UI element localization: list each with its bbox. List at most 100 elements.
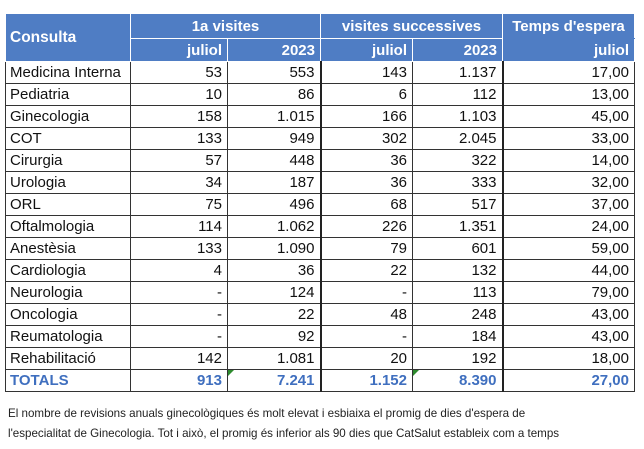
table-row: Oftalmologia 114 1.062 226 1.351 24,00 <box>5 215 635 238</box>
cell-first-juliol: 158 <box>130 105 228 128</box>
cell-successive-juliol: 48 <box>319 303 413 326</box>
cell-waiting-juliol: 32,00 <box>501 171 635 194</box>
header-waiting-juliol: juliol <box>502 38 635 62</box>
cell-total-successive-juliol: 1.152 <box>319 369 413 392</box>
cell-consulta: Rehabilitació <box>5 347 131 370</box>
cell-first-2023: 124 <box>227 281 321 304</box>
cell-successive-2023: 113 <box>412 281 503 304</box>
cell-waiting-juliol: 44,00 <box>501 259 635 282</box>
cell-successive-juliol: 79 <box>319 237 413 260</box>
header-consulta: Consulta <box>5 13 131 62</box>
cell-successive-2023: 248 <box>412 303 503 326</box>
table-row: Neurologia -124-113 79,00 <box>5 281 635 304</box>
cell-successive-juliol: - <box>319 281 413 304</box>
cell-consulta: Urologia <box>5 171 131 194</box>
cell-successive-2023: 322 <box>412 149 503 172</box>
table-row: ORL 75 496 68 517 37,00 <box>5 193 635 216</box>
footnote-line-2: l'especialitat de Ginecologia. Tot i aix… <box>8 427 560 440</box>
cell-consulta: Oftalmologia <box>5 215 131 238</box>
statistics-table-container: Consulta 1a visites visites successives … <box>5 13 635 392</box>
cell-first-juliol: 10 <box>130 83 228 106</box>
cell-first-juliol: 142 <box>130 347 228 370</box>
cell-consulta: Anestèsia <box>5 237 131 260</box>
cell-waiting-juliol: 24,00 <box>501 215 635 238</box>
cell-consulta: Pediatria <box>5 83 131 106</box>
table-row: Ginecologia 158 1.015 166 1.103 45,00 <box>5 105 635 128</box>
cell-waiting-juliol: 13,00 <box>501 83 635 106</box>
header-first-juliol: juliol <box>130 38 228 62</box>
cell-successive-juliol: 143 <box>319 61 413 84</box>
table-row: Anestèsia 133 1.090 79 601 59,00 <box>5 237 635 260</box>
cell-first-2023: 36 <box>227 259 321 282</box>
header-first-2023: 2023 <box>227 38 321 62</box>
cell-first-juliol: 57 <box>130 149 228 172</box>
cell-waiting-juliol: 18,00 <box>501 347 635 370</box>
cell-first-2023: 1.081 <box>227 347 321 370</box>
header-successive-juliol: juliol <box>320 38 413 62</box>
cell-successive-juliol: 226 <box>319 215 413 238</box>
cell-successive-juliol: 22 <box>319 259 413 282</box>
cell-first-juliol: - <box>130 303 228 326</box>
header-waiting-time: Temps d'espera <box>502 13 635 39</box>
cell-consulta: Medicina Interna <box>5 61 131 84</box>
cell-successive-juliol: 302 <box>319 127 413 150</box>
cell-waiting-juliol: 33,00 <box>501 127 635 150</box>
cell-successive-2023: 601 <box>412 237 503 260</box>
cell-first-2023: 1.062 <box>227 215 321 238</box>
cell-successive-juliol: 20 <box>319 347 413 370</box>
cell-first-2023: 22 <box>227 303 321 326</box>
cell-first-2023: 86 <box>227 83 321 106</box>
cell-successive-juliol: 6 <box>319 83 413 106</box>
cell-first-2023: 949 <box>227 127 321 150</box>
footnote: El nombre de revisions anuals ginecològi… <box>8 404 638 444</box>
header-successive-2023: 2023 <box>412 38 503 62</box>
cell-first-juliol: 133 <box>130 127 228 150</box>
cell-waiting-juliol: 14,00 <box>501 149 635 172</box>
cell-total-first-juliol: 913 <box>130 369 228 392</box>
cell-first-2023: 448 <box>227 149 321 172</box>
cell-consulta: Cardiologia <box>5 259 131 282</box>
cell-consulta: Oncologia <box>5 303 131 326</box>
table-row: Urologia 34 187 36 333 32,00 <box>5 171 635 194</box>
cell-consulta: Cirurgia <box>5 149 131 172</box>
cell-total-first-2023: 7.241 <box>227 369 321 392</box>
cell-total-successive-2023: 8.390 <box>412 369 503 392</box>
cell-waiting-juliol: 59,00 <box>501 237 635 260</box>
cell-successive-2023: 132 <box>412 259 503 282</box>
cell-successive-2023: 1.137 <box>412 61 503 84</box>
cell-successive-2023: 1.103 <box>412 105 503 128</box>
table-header: Consulta 1a visites visites successives … <box>5 13 635 62</box>
cell-successive-juliol: 166 <box>319 105 413 128</box>
cell-waiting-juliol: 17,00 <box>501 61 635 84</box>
header-successive-visits: visites successives <box>320 13 503 39</box>
cell-waiting-juliol: 43,00 <box>501 325 635 348</box>
table-row: COT 133 949 302 2.045 33,00 <box>5 127 635 150</box>
visits-table: Consulta 1a visites visites successives … <box>5 13 635 392</box>
cell-successive-2023: 184 <box>412 325 503 348</box>
cell-first-2023: 496 <box>227 193 321 216</box>
cell-waiting-juliol: 45,00 <box>501 105 635 128</box>
cell-successive-2023: 517 <box>412 193 503 216</box>
footnote-line-1: El nombre de revisions anuals ginecològi… <box>8 407 526 420</box>
table-row: Cirurgia 57 448 36 322 14,00 <box>5 149 635 172</box>
cell-successive-juliol: 36 <box>319 171 413 194</box>
cell-first-juliol: 133 <box>130 237 228 260</box>
cell-total-waiting-juliol: 27,00 <box>501 369 635 392</box>
cell-first-2023: 187 <box>227 171 321 194</box>
table-row: Reumatologia -92-184 43,00 <box>5 325 635 348</box>
cell-first-juliol: 75 <box>130 193 228 216</box>
cell-first-juliol: 34 <box>130 171 228 194</box>
cell-successive-2023: 2.045 <box>412 127 503 150</box>
cell-waiting-juliol: 43,00 <box>501 303 635 326</box>
cell-first-juliol: - <box>130 281 228 304</box>
cell-consulta: Ginecologia <box>5 105 131 128</box>
cell-successive-2023: 112 <box>412 83 503 106</box>
cell-first-juliol: - <box>130 325 228 348</box>
table-row: Rehabilitació 142 1.081 20 192 18,00 <box>5 347 635 370</box>
table-row: Medicina Interna 53 553 143 1.137 17,00 <box>5 61 635 84</box>
cell-first-2023: 1.015 <box>227 105 321 128</box>
cell-successive-2023: 333 <box>412 171 503 194</box>
table-row: Oncologia -22 48 248 43,00 <box>5 303 635 326</box>
cell-first-2023: 1.090 <box>227 237 321 260</box>
table-body: Medicina Interna 53 553 143 1.137 17,00 Pediat… <box>5 61 635 392</box>
